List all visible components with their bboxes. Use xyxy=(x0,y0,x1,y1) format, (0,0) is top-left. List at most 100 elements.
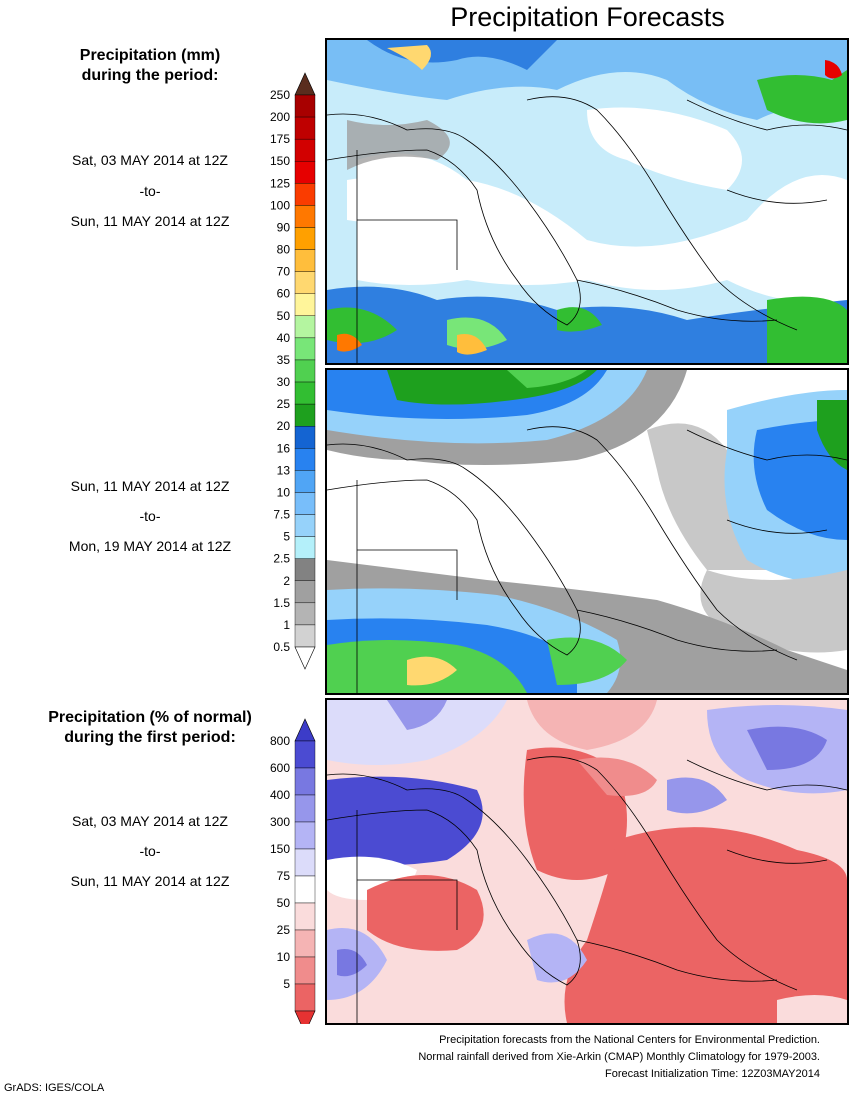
pct-legend-tick-label: 5 xyxy=(283,977,290,991)
mm-legend-tick-label: 2 xyxy=(283,574,290,588)
pct-legend-swatch xyxy=(294,821,316,850)
precip-mm-colorbar: 2502001751501251009080706050403530252016… xyxy=(270,72,316,670)
pct-legend-tick-label: 10 xyxy=(277,950,291,964)
mm-legend-bottom-arrow xyxy=(294,646,316,670)
mm-legend-tick-label: 100 xyxy=(270,198,290,212)
mm-legend-swatch xyxy=(294,271,316,294)
mm-legend-swatch xyxy=(294,426,316,449)
panel1-start-date: Sat, 03 MAY 2014 at 12Z xyxy=(72,152,228,168)
footer-line3: Forecast Initialization Time: 12Z03MAY20… xyxy=(604,1068,820,1080)
percent-map-canvas xyxy=(327,700,847,1023)
pct-legend-tick-label: 300 xyxy=(270,815,290,829)
mm-legend-swatch xyxy=(294,381,316,405)
week2-precip-mm-map xyxy=(325,368,849,695)
panel3-heading-line1: Precipitation (% of normal) xyxy=(48,709,252,726)
pct-legend-tick-label: 800 xyxy=(270,734,290,748)
mm-legend-tick-label: 35 xyxy=(277,353,291,367)
mm-legend-swatch xyxy=(294,138,316,162)
mm-legend-tick-label: 1.5 xyxy=(273,596,290,610)
mm-legend-tick-label: 5 xyxy=(283,530,290,544)
panel1-heading-line1: Precipitation (mm) xyxy=(79,47,221,64)
mm-legend-tick-label: 0.5 xyxy=(273,640,290,654)
mm-legend-swatch xyxy=(294,514,316,537)
pct-legend-tick-label: 600 xyxy=(270,761,290,775)
pct-legend-swatch xyxy=(294,767,316,796)
percent-normal-colorbar: 800 600 400 300 150 75 50 25 10 5 xyxy=(270,718,316,1024)
mm-legend-tick-label: 2.5 xyxy=(273,552,290,566)
pct-legend-swatch xyxy=(294,929,316,958)
mm-legend-swatch xyxy=(294,536,316,559)
pct-legend-tick-label: 50 xyxy=(277,896,291,910)
footer-line2: Normal rainfall derived from Xie-Arkin (… xyxy=(418,1051,820,1063)
pct-legend-tick-label: 25 xyxy=(277,923,291,937)
mm-legend-swatch xyxy=(294,249,316,272)
panel3-heading: Precipitation (% of normal) during the f… xyxy=(0,708,300,748)
mm-legend-swatch xyxy=(294,315,316,339)
pct-legend-swatch xyxy=(294,848,316,877)
mm-legend-tick-label: 80 xyxy=(277,243,291,257)
mm-legend-tick-label: 25 xyxy=(277,397,291,411)
mm-legend-tick-label: 60 xyxy=(277,287,291,301)
mm-legend-swatch xyxy=(294,359,316,383)
pct-legend-tick-label: 75 xyxy=(277,869,291,883)
mm-legend-tick-label: 13 xyxy=(277,463,291,477)
mm-legend-swatch xyxy=(294,624,316,648)
pct-legend-tick-label: 400 xyxy=(270,788,290,802)
mm-legend-swatch xyxy=(294,602,316,626)
week2-map-canvas xyxy=(327,370,847,693)
mm-legend-tick-label: 20 xyxy=(277,419,291,433)
mm-legend-tick-label: 1 xyxy=(283,618,290,632)
mm-legend-swatch xyxy=(294,227,316,250)
mm-legend-swatch xyxy=(294,183,316,206)
page-title: Precipitation Forecasts xyxy=(450,2,725,32)
mm-legend-tick-label: 10 xyxy=(277,485,291,499)
percent-of-normal-map xyxy=(325,698,849,1025)
mm-legend-tick-label: 7.5 xyxy=(273,508,290,522)
mm-legend-tick-label: 70 xyxy=(277,265,291,279)
footer-line1: Precipitation forecasts from the Nationa… xyxy=(439,1034,820,1046)
mm-legend-tick-label: 200 xyxy=(270,110,290,124)
mm-legend-swatch xyxy=(294,403,316,427)
week1-map-canvas xyxy=(327,40,847,363)
mm-legend-swatch xyxy=(294,116,316,140)
mm-legend-tick-label: 16 xyxy=(277,441,291,455)
panel1-end-date: Sun, 11 MAY 2014 at 12Z xyxy=(70,213,230,229)
pct-legend-swatch xyxy=(294,902,316,931)
mm-legend-tick-label: 50 xyxy=(277,309,291,323)
pct-legend-swatch xyxy=(294,740,316,769)
pct-legend-tick-label: 150 xyxy=(270,842,290,856)
pct-legend-swatch xyxy=(294,875,316,904)
mm-legend-swatch xyxy=(294,558,316,581)
pct-legend-swatch xyxy=(294,794,316,823)
panel2-separator: -to- xyxy=(139,508,161,524)
mm-legend-tick-label: 175 xyxy=(270,132,290,146)
footer-notes: Precipitation forecasts from the Nationa… xyxy=(330,1032,820,1083)
mm-legend-swatch xyxy=(294,161,316,184)
mm-legend-swatch xyxy=(294,94,316,118)
panel1-heading-line2: during the period: xyxy=(81,67,219,84)
mm-legend-swatch xyxy=(294,470,316,493)
mm-legend-tick-label: 40 xyxy=(277,331,291,345)
mm-legend-tick-label: 150 xyxy=(270,154,290,168)
mm-legend-swatch xyxy=(294,337,316,361)
panel1-separator: -to- xyxy=(139,183,161,199)
panel3-end-date: Sun, 11 MAY 2014 at 12Z xyxy=(70,873,230,889)
panel2-end-date: Mon, 19 MAY 2014 at 12Z xyxy=(68,538,232,554)
mm-legend-swatch xyxy=(294,205,316,228)
mm-legend-swatch xyxy=(294,580,316,604)
mm-legend-swatch xyxy=(294,492,316,515)
mm-legend-tick-label: 125 xyxy=(270,176,290,190)
mm-legend-swatch xyxy=(294,293,316,317)
pct-legend-swatch xyxy=(294,956,316,985)
panel3-separator: -to- xyxy=(139,843,161,859)
mm-legend-tick-label: 30 xyxy=(277,375,291,389)
mm-legend-tick-label: 90 xyxy=(277,220,291,234)
pct-legend-bottom-arrow xyxy=(294,1010,316,1024)
week1-precip-mm-map xyxy=(325,38,849,365)
panel3-start-date: Sat, 03 MAY 2014 at 12Z xyxy=(72,813,228,829)
panel2-start-date: Sun, 11 MAY 2014 at 12Z xyxy=(70,478,230,494)
mm-legend-swatch xyxy=(294,448,316,471)
panel1-heading: Precipitation (mm) during the period: xyxy=(0,46,300,86)
mm-legend-tick-label: 250 xyxy=(270,88,290,102)
pct-legend-swatch xyxy=(294,983,316,1012)
